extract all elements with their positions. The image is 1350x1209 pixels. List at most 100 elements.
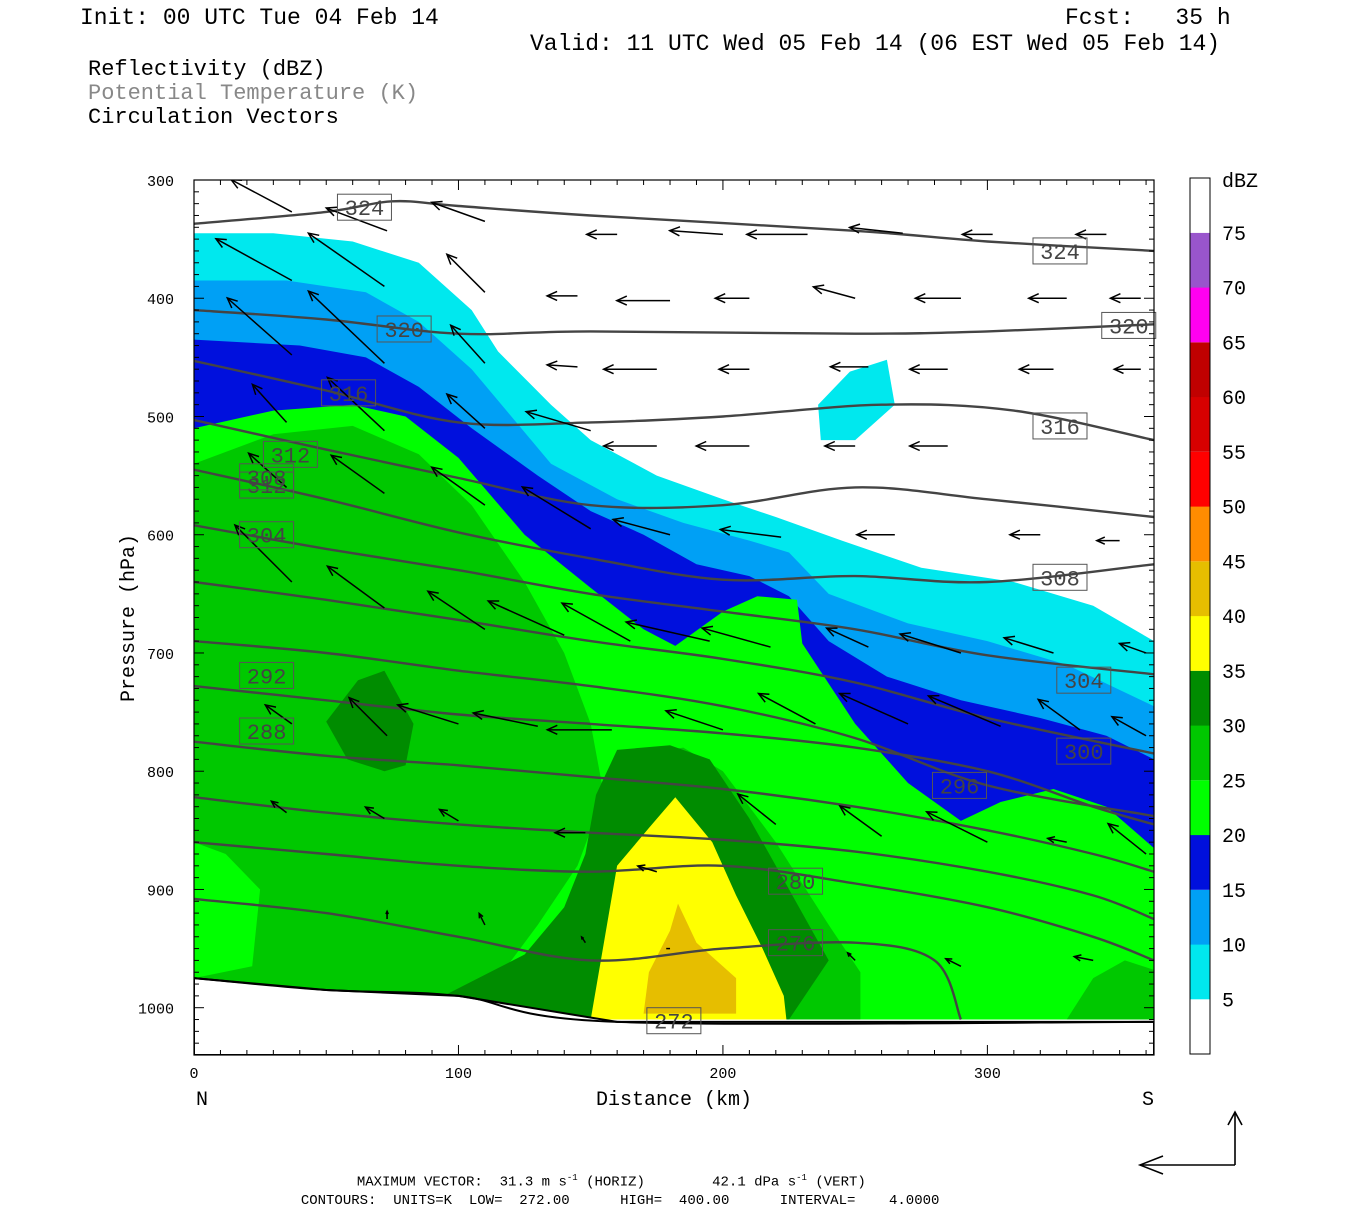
colorbar-segment-13 [1190,287,1210,343]
circulation-vector-43 [854,529,895,540]
theta-label-280-a2: 280 [768,867,824,896]
svg-text:324: 324 [345,197,385,222]
svg-text:296: 296 [940,775,980,800]
svg-text:304: 304 [1064,670,1104,695]
circulation-vector-60 [471,709,538,728]
circulation-vector-29 [251,383,288,423]
theta-label-308-a9: 308 [1032,563,1088,592]
svg-text:320: 320 [384,319,424,344]
contour-info-label: CONTOURS: [300,1193,377,1209]
theta-label-276-a1: 276 [768,929,824,958]
max-vector-horiz-tag: (HORIZ) [586,1174,645,1191]
circulation-vector-83 [1072,954,1094,962]
circulation-vector-72 [636,864,658,873]
colorbar-label-35: 35 [1222,662,1246,685]
circulation-vector-53 [824,627,869,648]
max-vector-vert-exp: -1 [796,1173,807,1183]
y-tick-label-800: 800 [147,765,174,782]
circulation-vector-26 [907,364,948,375]
theta-label-288-a4: 288 [239,717,295,746]
circulation-vector-13 [614,295,671,306]
reference-vector-icon [1137,1110,1243,1175]
circulation-vector-63 [756,692,816,725]
circulation-vector-16 [913,293,961,304]
circulation-vector-25 [828,361,869,372]
colorbar-segment-1 [1190,944,1210,1000]
reflectivity-region-20-5 [194,854,253,967]
circulation-vector-58 [347,696,388,737]
circulation-vector-78 [385,909,389,920]
theta-contour-288 [194,740,1154,873]
theta-label-324-b3: 324 [336,193,392,222]
theta-contour-296 [194,639,1154,818]
svg-text:324: 324 [1040,241,1080,266]
theta-label-320-b2: 320 [376,315,432,344]
circulation-vector-20 [307,289,385,364]
contour-units: UNITS=K [393,1193,453,1209]
colorbar-label-45: 45 [1222,552,1246,575]
circulation-vector-18 [1108,293,1141,304]
y-tick-label-400: 400 [147,292,174,309]
circulation-vector-38 [329,454,385,494]
colorbar-segment-5 [1190,725,1210,781]
circulation-vector-32 [524,409,591,432]
colorbar-segment-6 [1190,670,1210,726]
circulation-vector-36 [907,440,948,452]
theta-contour-304 [194,524,1154,676]
colorbar-label-50: 50 [1222,498,1246,521]
circulation-vector-82 [944,957,962,967]
circulation-vector-45 [1094,536,1120,545]
reflectivity-region-25-8 [1066,960,1154,1020]
colorbar-segment-4 [1190,780,1210,836]
max-vector-horiz-exp: -1 [566,1173,578,1183]
circulation-vector-73 [736,792,777,826]
circulation-vector-2 [429,200,486,223]
reflectivity-region-35-11 [590,797,787,1020]
colorbar-frame [1189,177,1211,1055]
circulation-vector-27 [1017,364,1054,375]
circulation-vector-79 [478,911,486,926]
theta-label-300-a7: 300 [1056,737,1112,766]
circulation-vector-35 [822,440,856,452]
max-vector-vert-tag: (VERT) [815,1174,866,1191]
circulation-vector-54 [898,631,962,654]
svg-text:300: 300 [1064,741,1104,766]
theta-contour-284 [194,796,1154,921]
x-axis-label: Distance (km) [596,1089,752,1112]
svg-text:316: 316 [1040,416,1080,441]
circulation-vector-64 [837,692,909,725]
reflectivity-region-30-9 [326,670,414,772]
max-vector-horiz: 31.3 m s [499,1174,567,1191]
contour-info: CONTOURS: UNITS=K LOW= 272.00 HIGH= 400.… [284,1177,940,1209]
circulation-vector-8 [1074,229,1107,240]
circulation-vector-71 [553,827,586,838]
max-vector-info: MAXIMUM VECTOR: 31.3 m s-1 (HORIZ) 42.1 … [340,1157,866,1191]
y-tick-label-600: 600 [147,529,174,546]
svg-text:280: 280 [776,871,816,896]
circulation-vector-55 [1002,635,1054,654]
circulation-vector-14 [713,293,750,304]
init-time: Init: 00 UTC Tue 04 Feb 14 [80,5,439,31]
theta-label-292-a5: 292 [239,661,295,690]
forecast-hour: Fcst: 35 h [1065,5,1231,31]
colorbar-segment-14 [1190,232,1210,288]
colorbar-label-10: 10 [1222,936,1246,959]
theta-label-316-a11: 316 [1032,412,1088,441]
theta-contour-276 [194,897,963,1020]
circulation-vector-48 [426,590,486,630]
x-tick-label-200: 200 [709,1066,736,1083]
circulation-vector-46 [233,523,293,583]
colorbar-label-25: 25 [1222,771,1246,794]
circulation-vector-10 [306,232,385,288]
colorbar-label-40: 40 [1222,607,1246,630]
y-tick-label-500: 500 [147,410,174,427]
theta-contour-312 [194,418,1154,519]
colorbar-segment-10 [1190,451,1210,507]
circulation-vector-69 [363,806,385,820]
contour-interval: INTERVAL= 4.0000 [779,1193,940,1209]
svg-text:312: 312 [247,475,287,500]
svg-text:292: 292 [247,665,287,690]
circulation-vector-1 [324,206,388,232]
circulation-vector-24 [717,364,750,375]
